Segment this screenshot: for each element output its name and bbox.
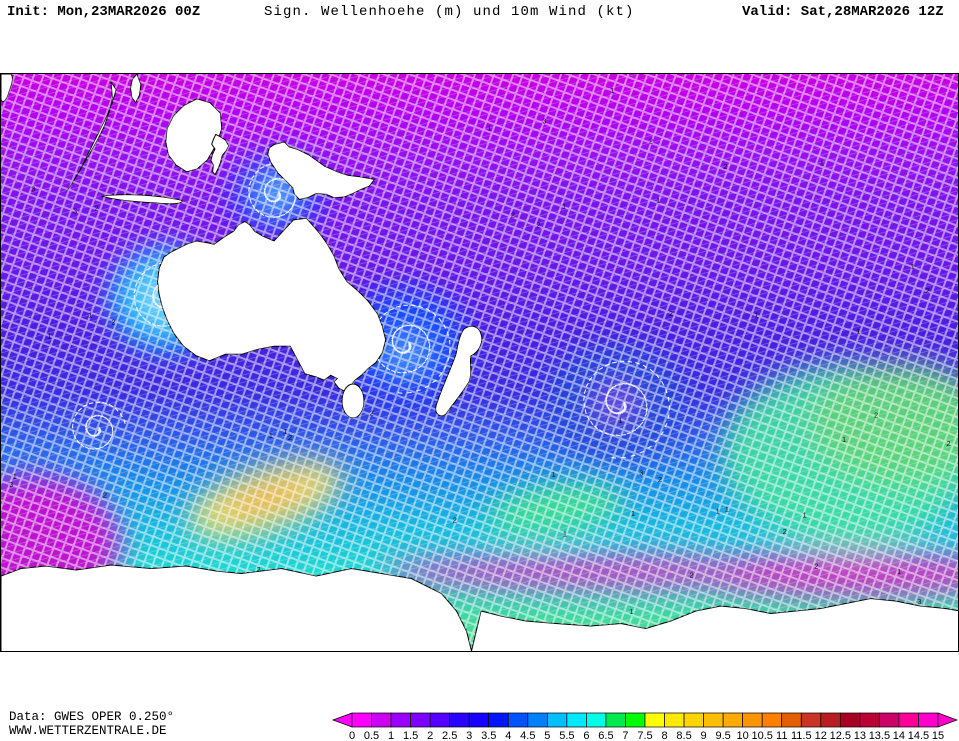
svg-text:2: 2 [288, 433, 292, 442]
svg-text:2: 2 [946, 439, 950, 448]
svg-text:1: 1 [88, 310, 92, 319]
svg-text:1: 1 [488, 123, 492, 132]
svg-text:1: 1 [552, 470, 556, 479]
svg-text:3: 3 [542, 117, 546, 126]
svg-text:1: 1 [820, 158, 824, 167]
svg-text:1: 1 [563, 529, 567, 538]
svg-text:2.5: 2.5 [442, 730, 457, 741]
svg-text:2: 2 [649, 137, 653, 146]
svg-text:7: 7 [622, 730, 628, 741]
svg-text:6: 6 [583, 730, 589, 741]
svg-text:14.5: 14.5 [908, 730, 929, 741]
svg-text:2: 2 [926, 286, 930, 295]
svg-text:1: 1 [856, 327, 860, 336]
svg-text:1: 1 [222, 584, 226, 593]
svg-text:1: 1 [13, 472, 17, 481]
svg-text:3: 3 [9, 480, 13, 489]
svg-text:2: 2 [874, 410, 878, 419]
svg-text:2: 2 [370, 409, 374, 418]
svg-text:2: 2 [427, 730, 433, 741]
svg-text:2: 2 [511, 210, 515, 219]
svg-text:1: 1 [24, 597, 28, 606]
svg-text:8.5: 8.5 [676, 730, 691, 741]
svg-text:2: 2 [814, 562, 818, 571]
svg-text:2: 2 [669, 309, 673, 318]
svg-text:1.5: 1.5 [403, 730, 418, 741]
svg-text:4: 4 [505, 730, 511, 741]
svg-text:2: 2 [453, 515, 457, 524]
svg-text:4.5: 4.5 [520, 730, 535, 741]
svg-text:10.5: 10.5 [751, 730, 772, 741]
svg-text:1: 1 [725, 505, 729, 514]
svg-text:1: 1 [506, 621, 510, 630]
svg-text:10: 10 [737, 730, 749, 741]
svg-text:1: 1 [47, 332, 51, 341]
svg-text:1: 1 [803, 510, 807, 519]
svg-text:1: 1 [269, 431, 273, 440]
svg-text:5: 5 [544, 730, 550, 741]
svg-text:6.5: 6.5 [598, 730, 613, 741]
svg-text:9.5: 9.5 [715, 730, 730, 741]
svg-text:3: 3 [175, 588, 179, 597]
svg-text:2: 2 [723, 162, 727, 171]
svg-text:13: 13 [854, 730, 866, 741]
svg-text:5.5: 5.5 [559, 730, 574, 741]
svg-text:1: 1 [631, 509, 635, 518]
svg-text:2: 2 [257, 565, 261, 574]
svg-text:1: 1 [755, 311, 759, 320]
svg-text:3: 3 [73, 207, 77, 216]
svg-text:3: 3 [917, 597, 921, 606]
svg-text:2: 2 [159, 611, 163, 620]
svg-text:11.5: 11.5 [791, 730, 812, 741]
svg-text:2: 2 [103, 491, 107, 500]
svg-text:7.5: 7.5 [637, 730, 652, 741]
svg-text:3: 3 [365, 631, 369, 640]
svg-text:2: 2 [95, 204, 99, 213]
svg-text:12: 12 [815, 730, 827, 741]
svg-text:2: 2 [111, 318, 115, 327]
svg-text:9: 9 [701, 730, 707, 741]
svg-text:1: 1 [911, 262, 915, 271]
svg-text:1: 1 [283, 427, 287, 436]
svg-text:2: 2 [537, 220, 541, 229]
svg-text:2: 2 [690, 571, 694, 580]
svg-text:1: 1 [897, 567, 901, 576]
svg-text:2: 2 [658, 475, 662, 484]
svg-text:1: 1 [618, 416, 622, 425]
svg-text:15: 15 [932, 730, 944, 741]
svg-text:3.5: 3.5 [481, 730, 496, 741]
svg-text:0.5: 0.5 [364, 730, 379, 741]
svg-text:2: 2 [783, 527, 787, 536]
svg-text:12.5: 12.5 [830, 730, 851, 741]
svg-text:11: 11 [776, 730, 787, 741]
svg-text:1: 1 [562, 202, 566, 211]
svg-text:1: 1 [388, 730, 394, 741]
svg-text:1: 1 [610, 86, 614, 95]
svg-text:1: 1 [348, 636, 352, 645]
svg-text:8: 8 [661, 730, 667, 741]
svg-text:1: 1 [630, 607, 634, 616]
svg-text:3: 3 [31, 184, 35, 193]
svg-text:3: 3 [639, 469, 643, 478]
svg-text:1: 1 [716, 506, 720, 515]
svg-text:1: 1 [842, 435, 846, 444]
svg-text:0: 0 [349, 730, 355, 741]
svg-text:14: 14 [893, 730, 905, 741]
svg-text:1: 1 [656, 196, 660, 205]
svg-text:3: 3 [466, 730, 472, 741]
svg-text:13.5: 13.5 [869, 730, 890, 741]
